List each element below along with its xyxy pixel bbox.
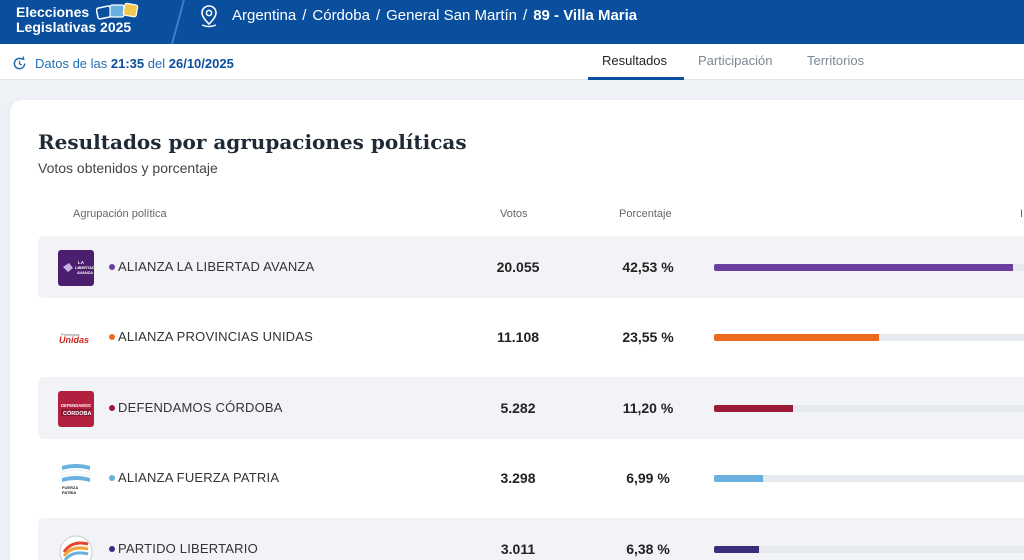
percent-bar [714,405,1024,412]
top-header: Elecciones Legislativas 2025 Argentina / C… [0,0,1024,44]
party-votes: 20.055 [496,259,540,275]
percent-bar [714,334,1024,341]
svg-text:DEFENDAMOS: DEFENDAMOS [61,403,91,408]
svg-text:AVANZA: AVANZA [77,270,93,275]
table-row[interactable]: DEFENDAMOS CÓRDOBA DEFENDAMOS CÓRDOBA 5.… [38,377,1024,439]
column-header-truncated: I [1020,208,1024,220]
breadcrumb: Argentina / Córdoba / General San Martín / 89 … [232,7,637,24]
breadcrumb-separator: / [523,7,528,24]
percent-bar [714,264,1024,271]
location-pin-icon [201,5,217,28]
results-title: Resultados por agrupaciones políticas [38,130,467,154]
breadcrumb-current: 89 - Villa Maria [533,7,638,24]
percent-bar-fill [714,475,764,482]
brand[interactable]: Elecciones Legislativas 2025 [16,5,131,35]
tab-territorios[interactable]: Territorios [807,53,865,68]
updated-date: 26/10/2025 [168,56,234,71]
party-percent: 42,53 % [622,259,674,275]
breadcrumb-separator: / [375,7,381,24]
percent-bar [714,546,1024,553]
brand-line-1: Elecciones [16,4,90,20]
table-row[interactable]: Provincias Unidas ALIANZA PROVINCIAS UNI… [38,306,1024,368]
sub-header: Datos de las 21:35 del 26/10/2025 Result… [0,44,1024,80]
percent-bar-fill [714,405,793,412]
svg-text:FUERZA: FUERZA [62,485,78,490]
party-name: PARTIDO LIBERTARIO [118,541,258,556]
last-updated: Datos de las 21:35 del 26/10/2025 [35,56,234,71]
table-row[interactable]: LA LIBERTAD AVANZA ALIANZA LA LIBERTAD A… [38,236,1024,298]
party-color-dot [109,405,115,411]
party-percent: 6,99 % [626,470,670,486]
percent-bar-fill [714,264,1013,271]
party-name: ALIANZA LA LIBERTAD AVANZA [118,259,315,274]
updated-time: 21:35 [110,56,145,71]
provincias-unidas-logo-icon: Provincias Unidas [59,332,89,345]
results-card: Resultados por agrupaciones políticas Vo… [10,100,1024,560]
partido-libertario-logo-icon [59,535,93,560]
party-votes: 5.282 [500,400,536,416]
party-name: DEFENDAMOS CÓRDOBA [118,400,283,415]
percent-bar [714,475,1024,482]
svg-text:Provincias: Provincias [61,332,79,337]
tab-participacion[interactable]: Participación [698,53,773,68]
party-votes: 11.108 [496,329,540,345]
updated-mid: del [147,56,166,71]
breadcrumb-province[interactable]: Córdoba [312,7,370,24]
party-name: ALIANZA PROVINCIAS UNIDAS [118,329,313,344]
party-color-dot [109,334,115,340]
fuerza-patria-logo-icon: FUERZA PATRIA [61,464,91,495]
party-votes: 3.011 [500,541,536,557]
party-color-dot [109,264,115,270]
defendamos-cordoba-logo-icon: DEFENDAMOS CÓRDOBA [58,391,94,427]
table-row[interactable]: FUERZA PATRIA ALIANZA FUERZA PATRIA 3.29… [38,447,1024,509]
active-tab-indicator [588,77,684,80]
party-percent: 6,38 % [626,541,670,557]
column-header-party: Agrupación política [73,208,167,220]
party-name: ALIANZA FUERZA PATRIA [118,470,280,485]
party-color-dot [109,475,115,481]
svg-text:CÓRDOBA: CÓRDOBA [63,409,91,417]
table-row[interactable]: PARTIDO LIBERTARIO 3.011 6,38 % [38,518,1024,560]
refresh-icon [13,56,26,70]
ballot-logo-icon [96,2,139,20]
results-subtitle: Votos obtenidos y porcentaje [38,160,218,176]
svg-text:PATRIA: PATRIA [62,490,76,495]
column-header-votes: Votos [500,208,528,220]
percent-bar-fill [714,546,759,553]
svg-text:Unidas: Unidas [59,335,89,345]
party-percent: 23,55 % [622,329,674,345]
svg-text:LA: LA [78,260,85,265]
la-libertad-avanza-logo-icon: LA LIBERTAD AVANZA [58,250,94,286]
column-header-percent: Porcentaje [619,208,672,220]
breadcrumb-country[interactable]: Argentina [232,7,297,24]
party-color-dot [109,546,115,552]
updated-prefix: Datos de las [35,56,108,71]
party-votes: 3.298 [500,470,536,486]
tab-resultados[interactable]: Resultados [602,53,668,68]
svg-text:LIBERTAD: LIBERTAD [75,265,94,270]
breadcrumb-department[interactable]: General San Martín [386,7,518,24]
header-divider [171,0,185,44]
percent-bar-fill [714,334,880,341]
breadcrumb-separator: / [302,7,307,24]
brand-line-2: Legislativas 2025 [16,19,132,35]
party-percent: 11,20 % [622,400,674,416]
